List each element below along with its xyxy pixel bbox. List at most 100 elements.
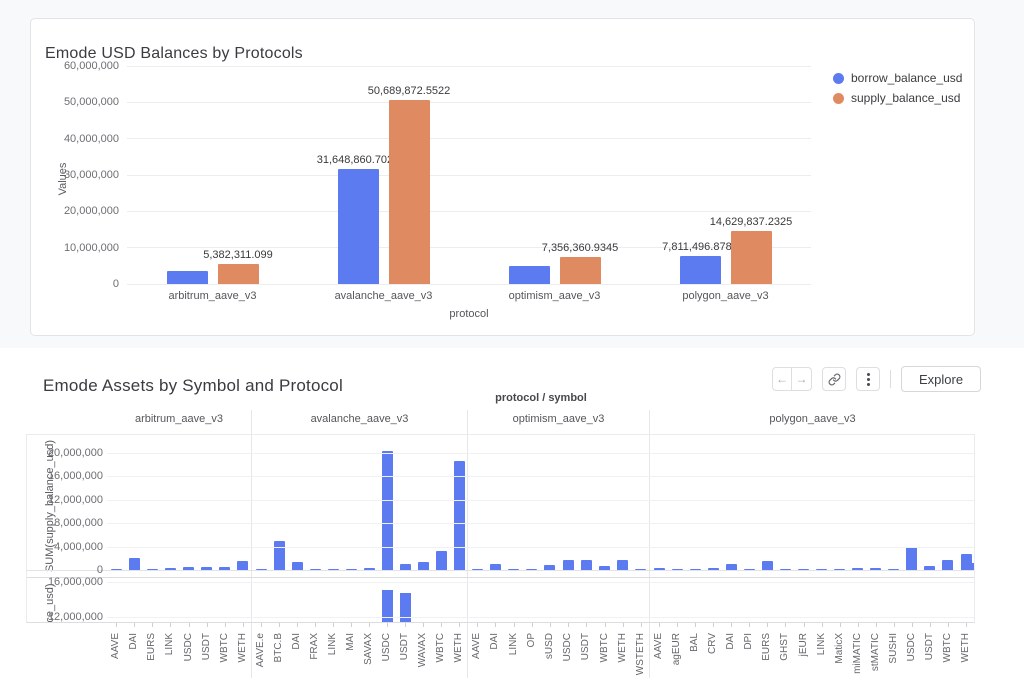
chart1-y-axis-ticks: 0 10,000,000 20,000,000 30,000,000 40,000,00…: [31, 60, 119, 290]
row-boundary-line: [26, 577, 975, 578]
symbol-label-text: MAI: [345, 633, 356, 651]
y-tick-label: 30,000,000: [63, 169, 119, 181]
bar-supply-WETH: [617, 560, 629, 570]
chart2-toolbar: ← → Explore: [772, 366, 982, 392]
symbol-label-text: WBTC: [598, 633, 610, 663]
gridline: [127, 174, 811, 176]
symbol-label-text: SAVAX: [363, 633, 374, 665]
gridline: [107, 523, 975, 525]
arrow-right-icon: →: [795, 372, 808, 386]
bar-supply-DPI: [743, 569, 755, 570]
symbol-label-text: LINK: [164, 633, 176, 656]
legend-dot-icon: [833, 72, 844, 84]
symbol-label-DPI: DPI: [743, 628, 760, 678]
chart1-title: Emode USD Balances by Protocols: [45, 45, 303, 63]
gridline: [107, 617, 975, 618]
row1-y-tick-label: 12,000,000: [47, 493, 103, 506]
bar-supply-LINK: [327, 569, 339, 570]
previous-button[interactable]: ←: [772, 367, 792, 391]
chart1-plot-area: [127, 65, 811, 285]
x-tick-mark: [695, 623, 697, 627]
gridline: [107, 476, 975, 478]
x-tick-mark: [242, 623, 244, 627]
x-tick-mark: [315, 623, 316, 627]
symbol-label-text: GHST: [779, 633, 791, 661]
x-tick-mark: [134, 623, 136, 627]
bar-supply-FRAX: [309, 569, 321, 570]
symbol-label-text: DAI: [725, 633, 737, 650]
y-tick-label: 10,000,000: [63, 241, 119, 254]
bar-supply-BTC.B: [273, 541, 285, 570]
x-tick-mark: [640, 623, 642, 627]
facet-header-label: avalanche_aave_v3: [310, 413, 409, 425]
bar-supply-USDT: [399, 563, 411, 570]
row2-y-tick-label: 12,000,000: [47, 611, 103, 623]
symbol-label-text: LINK: [507, 633, 519, 656]
bar-supply-SAVAX: [363, 568, 375, 570]
row1-y-tick-label: 8,000,000: [54, 517, 103, 530]
gridline: [127, 138, 811, 140]
plot-frame-top: [26, 434, 975, 435]
bar-supply-USDT: [924, 566, 936, 570]
legend-item-supply_balance_usd[interactable]: supply_balance_usd: [833, 91, 962, 105]
y-tick-label: 0: [112, 278, 119, 290]
legend-item-borrow_balance_usd[interactable]: borrow_balance_usd: [833, 71, 962, 85]
symbol-label-text: USDT: [580, 633, 592, 661]
bar-group-avalanche_aave_v3: 31,648,860.7028 50,689,872.5522: [298, 66, 469, 284]
chart1-x-axis-label: protocol: [449, 308, 489, 320]
x-tick-mark: [803, 623, 805, 627]
facet-arbitrum_aave_v3: arbitrum_aave_v3 AAVE DAI EURS LINK USDC USDT W…: [107, 410, 252, 678]
explore-button[interactable]: Explore: [901, 366, 982, 392]
x-tick-mark: [857, 623, 859, 627]
symbol-label-text: USDC: [182, 633, 194, 662]
x-tick-mark: [749, 623, 751, 627]
plot-frame-left: [26, 434, 27, 623]
next-button[interactable]: →: [792, 367, 812, 391]
symbol-label-text: USDC: [381, 633, 392, 662]
symbol-label-text: WETH: [453, 633, 464, 663]
bar-supply-GHST: [779, 569, 791, 570]
row1-y-tick-label: 16,000,000: [47, 470, 103, 483]
x-tick-mark: [893, 623, 895, 627]
symbol-label-text: jEUR: [797, 633, 809, 657]
chart1-bars: 5,382,311.099 31,648,860.7028 50,689,872.5…: [127, 66, 811, 284]
x-tick-mark: [513, 623, 515, 627]
bar-supply-SUSHI: [888, 569, 900, 570]
gridline: [127, 247, 811, 249]
toolbar-divider: [890, 370, 891, 388]
x-tick-mark: [875, 623, 877, 627]
x-tick-mark: [441, 623, 442, 627]
symbol-label-text: WETH: [236, 633, 248, 663]
symbol-label-text: CRV: [707, 633, 719, 654]
arrow-left-icon: ←: [776, 372, 788, 386]
bar-supply-WETH: [453, 461, 465, 570]
symbol-label-text: DAI: [128, 633, 140, 650]
bar-supply-USDC: [562, 560, 574, 570]
bar-supply-WAVAX: [417, 562, 429, 570]
symbol-label-text: DPI: [743, 633, 755, 650]
x-tick-mark: [477, 623, 479, 627]
more-options-button[interactable]: [856, 367, 880, 391]
bar-value-label: 50,689,872.5522: [367, 84, 451, 97]
bar-supply-AAVE: [471, 569, 483, 570]
symbol-label-text: miMATIC: [851, 633, 863, 674]
bar-supply-OP: [526, 569, 538, 570]
symbol-label-DAI: DAI: [291, 628, 308, 678]
bar-supply-MAI: [345, 568, 357, 570]
bar-supply_balance_usd-optimism_aave_v3: 7,356,360.9345: [542, 242, 618, 284]
x-tick-mark: [170, 623, 172, 627]
row1-y-tick-label: 20,000,000: [47, 447, 103, 459]
symbol-label-text: MaticX: [833, 633, 845, 664]
bar-supply-USDC: [183, 566, 195, 570]
bar-supply-clipped-partial: [971, 563, 975, 570]
symbol-label-text: stMATIC: [869, 633, 881, 672]
x-tick-mark: [387, 623, 388, 627]
bar-supply-jEUR: [798, 569, 809, 570]
bar-group-polygon_aave_v3: 7,811,496.8782 14,629,837.2325: [640, 66, 811, 284]
symbol-label-BAL: BAL: [689, 628, 708, 678]
symbol-label-text: WAVAX: [417, 633, 428, 668]
bar-supply-BAL: [689, 569, 701, 570]
share-link-button[interactable]: [822, 367, 846, 391]
x-tick-mark: [495, 623, 497, 627]
x-tick-mark: [423, 623, 424, 627]
